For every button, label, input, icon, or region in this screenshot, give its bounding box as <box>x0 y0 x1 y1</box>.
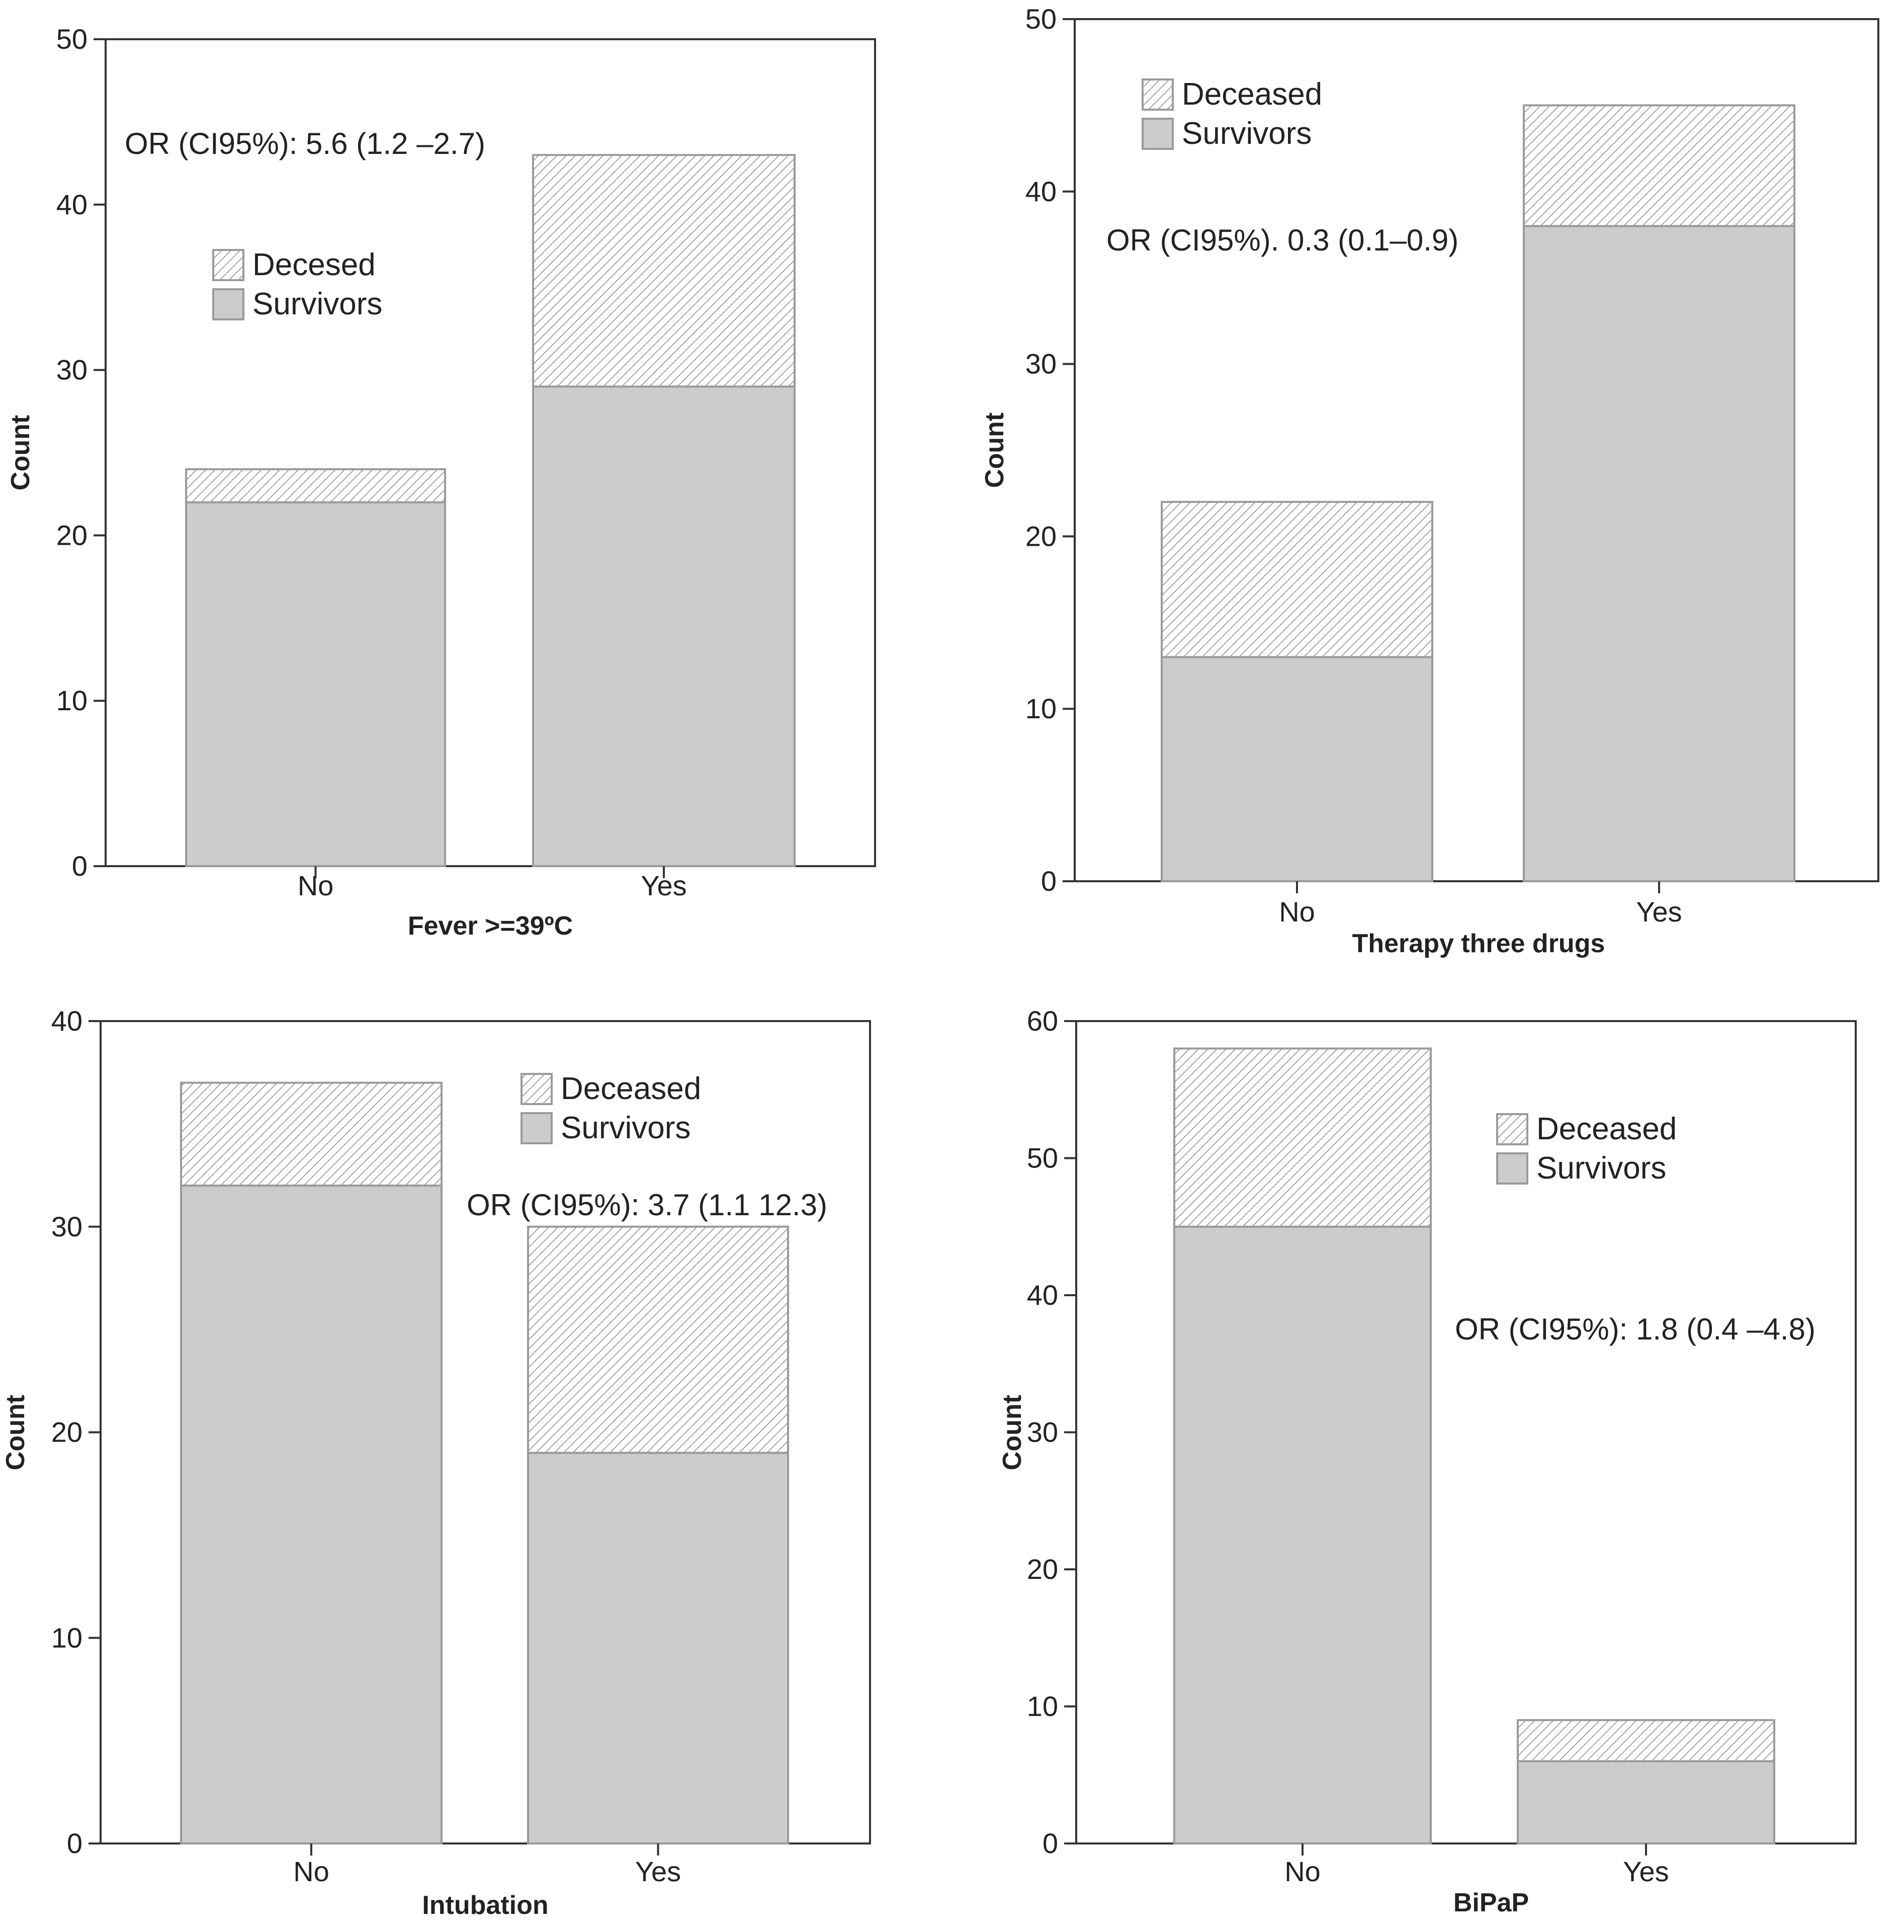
y-tick-label: 30 <box>51 1211 82 1242</box>
legend-label-survivors: Survivors <box>561 1111 690 1145</box>
x-tick-label: Yes <box>635 1856 681 1887</box>
y-tick-label: 50 <box>1025 3 1057 35</box>
bar-deceased-no <box>1161 500 1433 658</box>
legend-swatch-survivors <box>212 288 244 320</box>
bar-deceased-no <box>185 468 446 503</box>
bar-survivors-no <box>1161 656 1433 882</box>
legend-label-survivors: Survivors <box>252 287 382 321</box>
bar-deceased-no <box>1173 1047 1432 1228</box>
x-tick-label: Yes <box>641 870 686 901</box>
y-tick-label: 20 <box>1025 520 1057 552</box>
y-tick-label: 10 <box>56 685 88 716</box>
x-axis-title: Therapy three drugs <box>1352 929 1605 958</box>
y-axis-title: Count <box>980 412 1009 488</box>
legend-label-survivors: Survivors <box>1182 116 1312 151</box>
legend-label-deceased: Deceased <box>1536 1112 1677 1146</box>
bar-survivors-no <box>180 1185 443 1844</box>
y-axis-title: Count <box>998 1395 1027 1470</box>
x-axis-title: Fever >=39ºC <box>408 911 573 941</box>
y-tick-label: 10 <box>1025 693 1057 724</box>
y-tick-label: 10 <box>51 1622 82 1653</box>
x-tick-label: No <box>298 870 334 901</box>
x-tick-label: No <box>1284 1856 1321 1887</box>
chart-panel-bipap: 0 10 20 30 40 50 60 No Yes OR (CI95%): 1.8 (0.4 –… <box>998 1005 1857 1917</box>
x-tick-label: No <box>1279 896 1315 928</box>
bar-survivors-no <box>185 501 446 867</box>
legend-swatch-deceased <box>1496 1113 1528 1145</box>
odds-ratio-annotation: OR (CI95%): 3.7 (1.1 12.3) <box>467 1188 827 1222</box>
y-tick-label: 30 <box>1025 348 1057 380</box>
legend-label-deceased: Decesed <box>252 247 376 282</box>
bar-survivors-no <box>1173 1225 1432 1844</box>
legend-swatch-survivors <box>521 1112 553 1144</box>
y-tick-label: 50 <box>56 23 88 55</box>
odds-ratio-annotation: OR (CI95%). 0.3 (0.1–0.9) <box>1106 223 1458 257</box>
bar-survivors-yes <box>1517 1760 1775 1844</box>
legend-label-survivors: Survivors <box>1536 1151 1666 1186</box>
x-tick-label: Yes <box>1623 1856 1669 1887</box>
y-tick-label: 40 <box>51 1005 82 1037</box>
x-tick-label: Yes <box>1636 896 1682 928</box>
bar-deceased-yes <box>527 1225 789 1454</box>
y-tick-label: 0 <box>72 850 88 882</box>
y-tick-label: 30 <box>1027 1416 1058 1448</box>
y-tick-label: 50 <box>1027 1142 1058 1174</box>
chart-panel-intubation: 0 10 20 30 40 No Yes OR (CI95%): 3.7 (1.1 12.3)… <box>1 1005 871 1920</box>
legend-label-deceased: Deceased <box>1182 77 1322 112</box>
y-tick-label: 40 <box>1025 176 1057 207</box>
odds-ratio-annotation: OR (CI95%): 5.6 (1.2 –2.7) <box>125 127 485 160</box>
legend-label-deceased: Deceased <box>561 1071 701 1106</box>
legend-swatch-deceased <box>1142 78 1174 111</box>
legend-swatch-deceased <box>521 1073 553 1105</box>
bar-survivors-yes <box>532 385 796 867</box>
bar-deceased-yes <box>1517 1719 1775 1762</box>
bar-deceased-no <box>180 1081 443 1187</box>
chart-panel-fever: 0 10 20 30 40 50 No Yes OR (CI95%): 5.6 (1.2 –2.… <box>6 23 876 941</box>
y-tick-label: 10 <box>1027 1691 1058 1722</box>
x-axis-title: BiPaP <box>1453 1888 1529 1917</box>
odds-ratio-annotation: OR (CI95%): 1.8 (0.4 –4.8) <box>1455 1312 1815 1346</box>
y-axis-title: Count <box>6 415 35 490</box>
bar-deceased-yes <box>532 154 796 388</box>
y-tick-label: 0 <box>67 1827 82 1859</box>
y-tick-label: 40 <box>56 189 88 220</box>
x-axis-title: Intubation <box>422 1891 548 1920</box>
legend-swatch-deceased <box>212 249 244 281</box>
y-tick-label: 30 <box>56 354 88 386</box>
chart-panel-therapy: 0 10 20 30 40 50 No Yes OR (CI95%). 0.3 (0.1–0.9… <box>980 3 1879 958</box>
x-tick-label: No <box>293 1856 329 1887</box>
y-tick-label: 60 <box>1027 1005 1058 1037</box>
y-tick-label: 0 <box>1043 1827 1058 1859</box>
y-tick-label: 20 <box>51 1416 82 1448</box>
y-tick-label: 20 <box>1027 1553 1058 1585</box>
y-tick-label: 20 <box>56 519 88 551</box>
legend-swatch-survivors <box>1496 1152 1528 1185</box>
legend-swatch-survivors <box>1142 118 1174 150</box>
y-axis-title: Count <box>1 1395 30 1470</box>
y-tick-label: 40 <box>1027 1279 1058 1311</box>
y-tick-label: 0 <box>1041 865 1057 897</box>
bar-survivors-yes <box>1523 225 1795 882</box>
bar-deceased-yes <box>1523 104 1795 227</box>
bar-survivors-yes <box>527 1452 789 1844</box>
